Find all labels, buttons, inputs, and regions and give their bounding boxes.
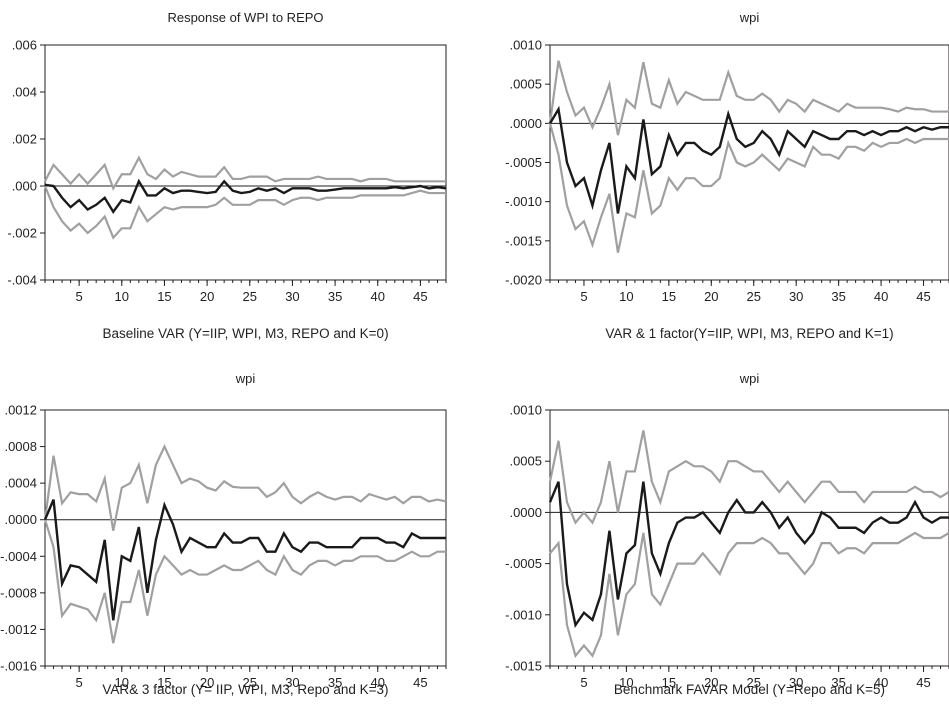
y-tick-label: -.0008 [0,585,37,600]
x-tick-label: 5 [580,289,587,304]
y-tick-label: .0010 [509,38,542,53]
y-tick-label: -.0015 [505,233,542,248]
x-tick-label: 5 [76,675,83,690]
y-tick-label: -.0005 [505,155,542,170]
x-tick-label: 35 [831,289,845,304]
chart-title: wpi [235,371,256,386]
x-tick-label: 15 [157,289,171,304]
upper-band-line [548,60,949,136]
x-tick-label: 15 [157,675,171,690]
x-tick-label: 25 [243,289,257,304]
x-tick-label: 20 [200,289,214,304]
x-tick-label: 40 [371,675,385,690]
y-tick-label: -.0004 [0,549,37,564]
y-tick-label: -.002 [7,226,37,241]
y-tick-label: -.0005 [505,556,542,571]
x-tick-label: 25 [747,675,761,690]
y-tick-label: .0000 [509,116,542,131]
x-tick-label: 45 [916,675,930,690]
y-tick-label: .0012 [4,403,37,418]
x-tick-label: 40 [874,289,888,304]
x-tick-label: 35 [328,289,342,304]
impulse-response-line [43,499,446,621]
y-tick-label: -.0012 [0,622,37,637]
upper-band-line [44,155,446,191]
lower-band-line [43,519,446,644]
y-tick-label: -.004 [7,273,37,288]
chart-caption: VAR& 3 factor (Y= IIP, WPI, M3, Repo and… [102,682,388,697]
impulse-response-line [548,481,949,629]
x-tick-label: 5 [580,675,587,690]
chart-caption: Baseline VAR (Y=IIP, WPI, M3, REPO and K… [102,326,388,341]
x-tick-label: 15 [662,675,676,690]
upper-band-line [43,443,447,531]
chart-caption: Benchmark FAVAR Model (Y=Repo and K=5) [614,682,885,697]
x-tick-label: 40 [371,289,385,304]
x-tick-label: 20 [704,675,718,690]
x-tick-label: 35 [328,675,342,690]
chart-panel-1: Response of WPI to REPO Baseline VAR (Y=I… [7,10,447,341]
x-tick-label: 45 [413,675,427,690]
impulse-response-line [44,178,447,215]
x-tick-label: 20 [704,289,718,304]
y-tick-label: .004 [12,85,37,100]
plot-frame [44,44,447,281]
x-tick-label: 25 [243,675,257,690]
x-tick-label: 45 [413,289,427,304]
x-tick-label: 10 [115,289,129,304]
x-tick-label: 30 [789,289,803,304]
y-tick-label: -.0015 [505,659,542,674]
y-tick-label: .002 [12,132,37,147]
x-tick-label: 5 [76,289,83,304]
chart-panel-4: wpi Benchmark FAVAR Model (Y=Repo and K=5… [505,371,949,697]
y-tick-label: .0005 [509,77,542,92]
y-tick-label: .0000 [509,505,542,520]
y-tick-label: .000 [12,179,37,194]
y-tick-label: -.0020 [505,273,542,288]
x-tick-label: 25 [747,289,761,304]
upper-band-line [548,430,949,525]
chart-caption: VAR & 1 factor(Y=IIP, WPI, M3, REPO and … [605,326,893,341]
x-tick-label: 30 [285,675,299,690]
x-tick-label: 30 [789,675,803,690]
plot-frame [44,409,447,667]
lower-band-line [549,531,949,659]
x-tick-label: 10 [619,289,633,304]
y-tick-label: .0010 [509,403,542,418]
y-tick-label: .0004 [4,476,37,491]
chart-panel-2: wpi VAR & 1 factor(Y=IIP, WPI, M3, REPO a… [505,10,949,341]
x-tick-label: 10 [115,675,129,690]
x-tick-label: 15 [662,289,676,304]
lower-band-line [43,185,446,240]
y-tick-label: -.0010 [505,194,542,209]
y-tick-label: .0005 [509,454,542,469]
x-tick-label: 20 [200,675,214,690]
x-tick-label: 45 [916,289,930,304]
chart-title: wpi [739,371,760,386]
chart-title: Response of WPI to REPO [167,10,323,25]
y-tick-label: .0000 [4,512,37,527]
x-tick-label: 35 [831,675,845,690]
y-tick-label: -.0010 [505,607,542,622]
x-tick-label: 30 [285,289,299,304]
x-tick-label: 10 [619,675,633,690]
impulse-response-line [548,105,949,214]
chart-title: wpi [739,10,760,25]
lower-band-line [548,123,949,253]
plot-frame [549,409,949,667]
y-tick-label: .0008 [4,439,37,454]
y-tick-label: .006 [12,38,37,53]
chart-panel-3: wpi VAR& 3 factor (Y= IIP, WPI, M3, Repo … [0,371,447,697]
y-tick-label: -.0016 [0,659,37,674]
x-tick-label: 40 [874,675,888,690]
